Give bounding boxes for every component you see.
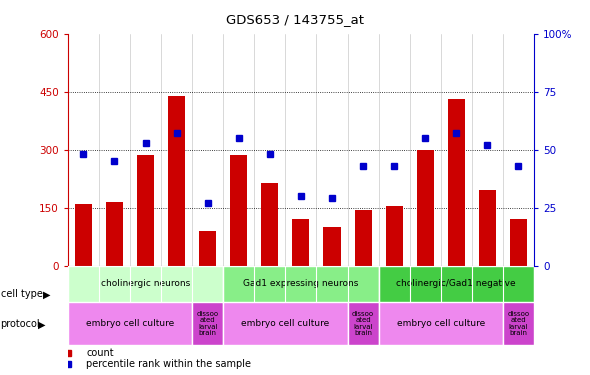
Bar	[223, 302, 348, 345]
Bar	[386, 206, 402, 266]
Text: dissoo
ated
larval
brain: dissoo ated larval brain	[196, 311, 219, 336]
Bar	[261, 183, 278, 266]
Text: percentile rank within the sample: percentile rank within the sample	[87, 359, 251, 369]
Text: dissoo
ated
larval
brain: dissoo ated larval brain	[507, 311, 529, 336]
Bar	[223, 266, 379, 302]
Bar	[379, 302, 503, 345]
Bar	[293, 219, 309, 266]
Bar	[379, 266, 534, 302]
Bar	[448, 99, 465, 266]
Bar	[323, 227, 340, 266]
Bar	[199, 231, 216, 266]
Bar	[510, 219, 527, 266]
Bar	[137, 156, 154, 266]
Text: protocol: protocol	[1, 320, 40, 329]
Text: cholinergic neurons: cholinergic neurons	[101, 279, 190, 288]
Bar	[479, 190, 496, 266]
Text: count: count	[87, 348, 114, 358]
Bar	[355, 210, 372, 266]
Bar	[75, 204, 92, 266]
Bar	[417, 150, 434, 266]
Text: dissoo
ated
larval
brain: dissoo ated larval brain	[352, 311, 374, 336]
Text: cholinergic/Gad1 negative: cholinergic/Gad1 negative	[396, 279, 516, 288]
Bar	[230, 156, 247, 266]
Bar	[348, 302, 379, 345]
Text: ▶: ▶	[38, 320, 46, 329]
Text: embryo cell culture: embryo cell culture	[241, 319, 329, 328]
Bar	[68, 266, 223, 302]
Text: embryo cell culture: embryo cell culture	[396, 319, 485, 328]
Text: ▶: ▶	[42, 290, 50, 299]
Bar	[68, 302, 192, 345]
Bar	[106, 202, 123, 266]
Text: embryo cell culture: embryo cell culture	[86, 319, 174, 328]
Bar	[192, 302, 223, 345]
Text: Gad1 expressing neurons: Gad1 expressing neurons	[243, 279, 359, 288]
Bar	[168, 96, 185, 266]
Text: cell type: cell type	[1, 290, 42, 299]
Text: GDS653 / 143755_at: GDS653 / 143755_at	[226, 13, 364, 26]
Bar	[503, 302, 534, 345]
